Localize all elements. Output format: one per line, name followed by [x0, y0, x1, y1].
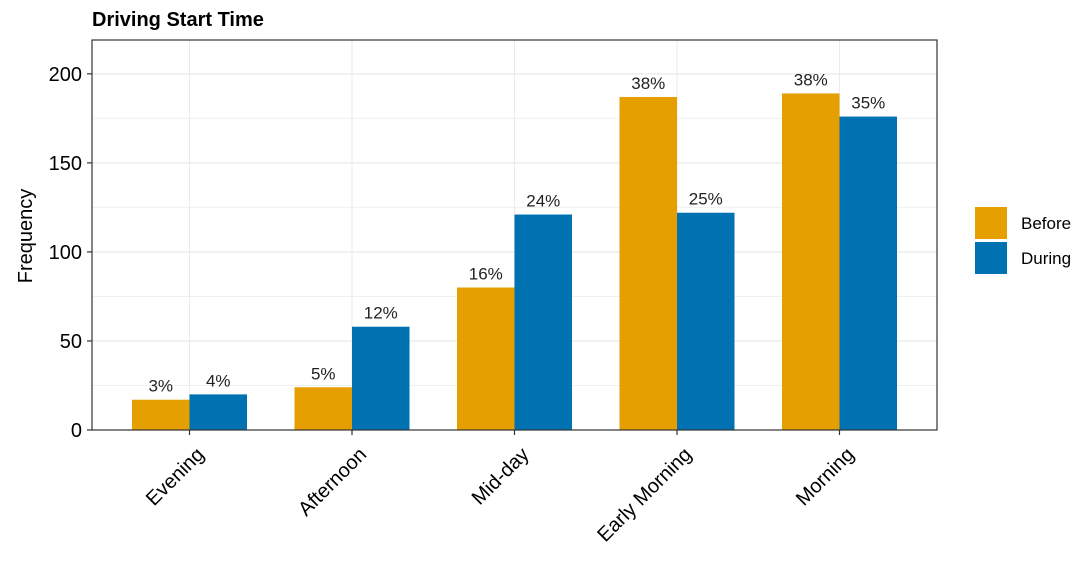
bar-before-early-morning	[619, 96, 677, 430]
bar-during-early-morning	[677, 212, 735, 430]
data-label-before: 38%	[631, 74, 665, 93]
data-label-during: 25%	[689, 190, 723, 209]
x-tick-label: Mid-day	[468, 444, 534, 510]
data-labels: 3% 4% 5% 12% 16% 24% 38% 25% 38% 35%	[148, 70, 885, 395]
y-tick-label: 0	[71, 420, 82, 442]
y-tick-label: 50	[60, 331, 82, 353]
bar-during-evening	[189, 394, 247, 430]
data-label-before: 16%	[469, 265, 503, 284]
legend-key-before	[975, 207, 1007, 239]
chart-title: Driving Start Time	[92, 9, 264, 31]
legend-key-during	[975, 242, 1007, 274]
bar-before-morning	[782, 93, 840, 431]
legend: Before During	[975, 207, 1071, 274]
x-tick-label: Evening	[142, 444, 209, 511]
legend-label-during: During	[1021, 249, 1071, 268]
bar-before-mid-day	[457, 287, 515, 430]
data-label-before: 38%	[794, 70, 828, 89]
data-label-before: 3%	[148, 377, 173, 396]
data-label-during: 12%	[364, 304, 398, 323]
x-tick-label: Morning	[792, 444, 859, 511]
bar-before-afternoon	[294, 387, 352, 430]
y-tick-label: 100	[49, 242, 82, 264]
bar-during-afternoon	[352, 326, 410, 430]
y-axis-title: Frequency	[15, 189, 37, 284]
y-tick-label: 150	[49, 153, 82, 175]
x-tick-label: Early Morning	[593, 444, 696, 547]
data-label-during: 35%	[851, 94, 885, 113]
bar-before-evening	[132, 399, 190, 430]
legend-label-before: Before	[1021, 214, 1071, 233]
x-tick-label: Afternoon	[294, 444, 371, 521]
y-tick-label: 200	[49, 64, 82, 86]
y-axis-ticks: 0 50 100 150 200	[49, 64, 92, 442]
x-axis-ticks: Evening Afternoon Mid-day Early Morning Morn…	[142, 430, 859, 546]
data-label-before: 5%	[311, 364, 336, 383]
data-label-during: 24%	[526, 192, 560, 211]
bars	[132, 93, 897, 431]
data-label-during: 4%	[206, 371, 231, 390]
bar-during-morning	[839, 116, 897, 430]
bar-during-mid-day	[514, 214, 572, 430]
